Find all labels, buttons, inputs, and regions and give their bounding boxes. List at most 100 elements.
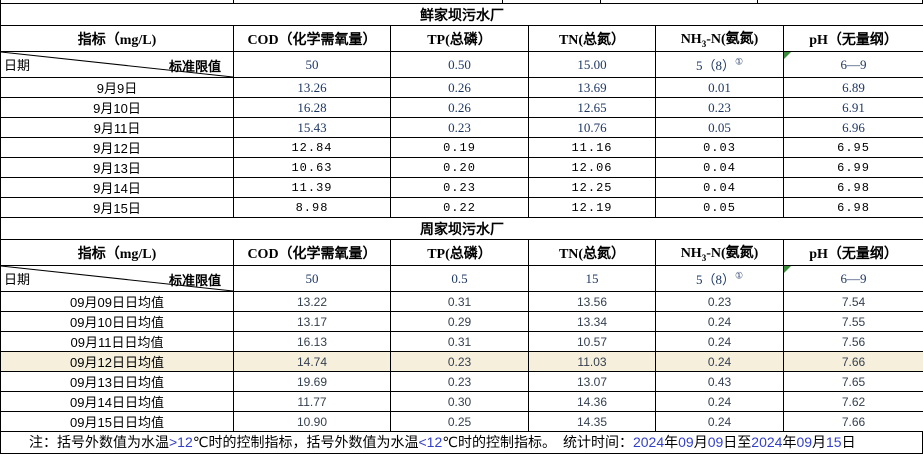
value-cell[interactable]: 11.03: [529, 352, 656, 372]
value-cell[interactable]: 7.65: [784, 372, 923, 392]
column-header-cell[interactable]: TP(总磷）: [391, 26, 529, 52]
value-cell[interactable]: 0.23: [656, 98, 784, 118]
value-cell[interactable]: 0.43: [656, 372, 784, 392]
value-cell[interactable]: 8.98: [234, 198, 391, 218]
value-cell[interactable]: 6.98: [784, 198, 923, 218]
date-label-cell[interactable]: 9月11日: [1, 118, 234, 138]
value-cell[interactable]: 12.84: [234, 138, 391, 158]
value-cell[interactable]: 0.24: [656, 332, 784, 352]
value-cell[interactable]: 0.31: [391, 332, 529, 352]
value-cell[interactable]: 0.31: [391, 292, 529, 312]
standard-limit-cell[interactable]: 0.5: [391, 266, 529, 292]
value-cell[interactable]: 0.24: [656, 312, 784, 332]
value-cell[interactable]: 0.04: [656, 178, 784, 198]
value-cell[interactable]: 13.69: [529, 78, 656, 98]
column-header-cell[interactable]: TN(总氮）: [529, 26, 656, 52]
standard-limit-cell[interactable]: 15.00: [529, 52, 656, 78]
value-cell[interactable]: 6.89: [784, 78, 923, 98]
date-label-cell[interactable]: 09月13日日均值: [1, 372, 234, 392]
date-label-cell[interactable]: 9月13日: [1, 158, 234, 178]
date-label-cell[interactable]: 09月12日日均值: [1, 352, 234, 372]
value-cell[interactable]: 6.96: [784, 118, 923, 138]
value-cell[interactable]: 19.69: [234, 372, 391, 392]
indicator-header-cell[interactable]: 指标（mg/L): [1, 240, 234, 266]
value-cell[interactable]: 13.26: [234, 78, 391, 98]
value-cell[interactable]: 7.66: [784, 352, 923, 372]
standard-limit-cell[interactable]: 6—9: [784, 52, 923, 78]
value-cell[interactable]: 0.26: [391, 78, 529, 98]
plant-title-cell[interactable]: 鲜家坝污水厂: [1, 4, 923, 26]
date-label-cell[interactable]: 09月14日日均值: [1, 392, 234, 412]
value-cell[interactable]: 0.19: [391, 138, 529, 158]
value-cell[interactable]: 12.06: [529, 158, 656, 178]
date-label-cell[interactable]: 09月11日日均值: [1, 332, 234, 352]
standard-limit-cell[interactable]: 15: [529, 266, 656, 292]
value-cell[interactable]: 11.39: [234, 178, 391, 198]
value-cell[interactable]: 0.05: [656, 198, 784, 218]
standard-limit-cell[interactable]: 6—9: [784, 266, 923, 292]
column-header-cell[interactable]: NH3-N(氨氮): [656, 240, 784, 266]
value-cell[interactable]: 12.65: [529, 98, 656, 118]
value-cell[interactable]: 13.17: [234, 312, 391, 332]
value-cell[interactable]: 7.54: [784, 292, 923, 312]
value-cell[interactable]: 11.77: [234, 392, 391, 412]
date-label-cell[interactable]: 09月09日日均值: [1, 292, 234, 312]
column-header-cell[interactable]: COD（化学需氧量）: [234, 240, 391, 266]
value-cell[interactable]: 10.63: [234, 158, 391, 178]
value-cell[interactable]: 0.23: [391, 118, 529, 138]
date-label-cell[interactable]: 9月15日: [1, 198, 234, 218]
value-cell[interactable]: 6.99: [784, 158, 923, 178]
value-cell[interactable]: 6.91: [784, 98, 923, 118]
standard-limit-cell[interactable]: 50: [234, 52, 391, 78]
value-cell[interactable]: 13.34: [529, 312, 656, 332]
value-cell[interactable]: 16.28: [234, 98, 391, 118]
value-cell[interactable]: 0.26: [391, 98, 529, 118]
date-standard-diagonal-cell[interactable]: 日期标准限值: [1, 52, 234, 78]
column-header-cell[interactable]: NH3-N(氨氮): [656, 26, 784, 52]
date-label-cell[interactable]: 9月14日: [1, 178, 234, 198]
column-header-cell[interactable]: COD（化学需氧量）: [234, 26, 391, 52]
value-cell[interactable]: 0.23: [656, 292, 784, 312]
column-header-cell[interactable]: pH（无量纲）: [784, 26, 923, 52]
column-header-cell[interactable]: TP(总磷）: [391, 240, 529, 266]
value-cell[interactable]: 13.07: [529, 372, 656, 392]
value-cell[interactable]: 13.56: [529, 292, 656, 312]
column-header-cell[interactable]: TN(总氮）: [529, 240, 656, 266]
standard-limit-cell[interactable]: 0.50: [391, 52, 529, 78]
indicator-header-cell[interactable]: 指标（mg/L): [1, 26, 234, 52]
value-cell[interactable]: 11.16: [529, 138, 656, 158]
value-cell[interactable]: 7.62: [784, 392, 923, 412]
value-cell[interactable]: 6.95: [784, 138, 923, 158]
value-cell[interactable]: 12.19: [529, 198, 656, 218]
value-cell[interactable]: 15.43: [234, 118, 391, 138]
value-cell[interactable]: 12.25: [529, 178, 656, 198]
standard-limit-cell[interactable]: 50: [234, 266, 391, 292]
value-cell[interactable]: 13.22: [234, 292, 391, 312]
value-cell[interactable]: 10.57: [529, 332, 656, 352]
footnote-cell[interactable]: 注：括号外数值为水温>12℃时的控制指标，括号外数值为水温<12℃时的控制指标。…: [0, 432, 923, 454]
value-cell[interactable]: 14.74: [234, 352, 391, 372]
date-label-cell[interactable]: 9月12日: [1, 138, 234, 158]
column-header-cell[interactable]: pH（无量纲）: [784, 240, 923, 266]
value-cell[interactable]: 0.05: [656, 118, 784, 138]
value-cell[interactable]: 0.23: [391, 372, 529, 392]
value-cell[interactable]: 7.56: [784, 332, 923, 352]
value-cell[interactable]: 0.04: [656, 158, 784, 178]
value-cell[interactable]: 0.23: [391, 352, 529, 372]
value-cell[interactable]: 7.55: [784, 312, 923, 332]
value-cell[interactable]: 0.29: [391, 312, 529, 332]
value-cell[interactable]: 10.76: [529, 118, 656, 138]
date-label-cell[interactable]: 9月9日: [1, 78, 234, 98]
standard-limit-cell[interactable]: 5（8）①: [656, 52, 784, 78]
date-label-cell[interactable]: 9月10日: [1, 98, 234, 118]
value-cell[interactable]: 0.03: [656, 138, 784, 158]
value-cell[interactable]: 0.30: [391, 392, 529, 412]
value-cell[interactable]: 6.98: [784, 178, 923, 198]
value-cell[interactable]: 0.01: [656, 78, 784, 98]
value-cell[interactable]: 0.20: [391, 158, 529, 178]
plant-title-cell[interactable]: 周家坝污水厂: [1, 218, 923, 240]
value-cell[interactable]: 0.24: [656, 352, 784, 372]
value-cell[interactable]: 0.24: [656, 392, 784, 412]
value-cell[interactable]: 0.22: [391, 198, 529, 218]
value-cell[interactable]: 0.23: [391, 178, 529, 198]
